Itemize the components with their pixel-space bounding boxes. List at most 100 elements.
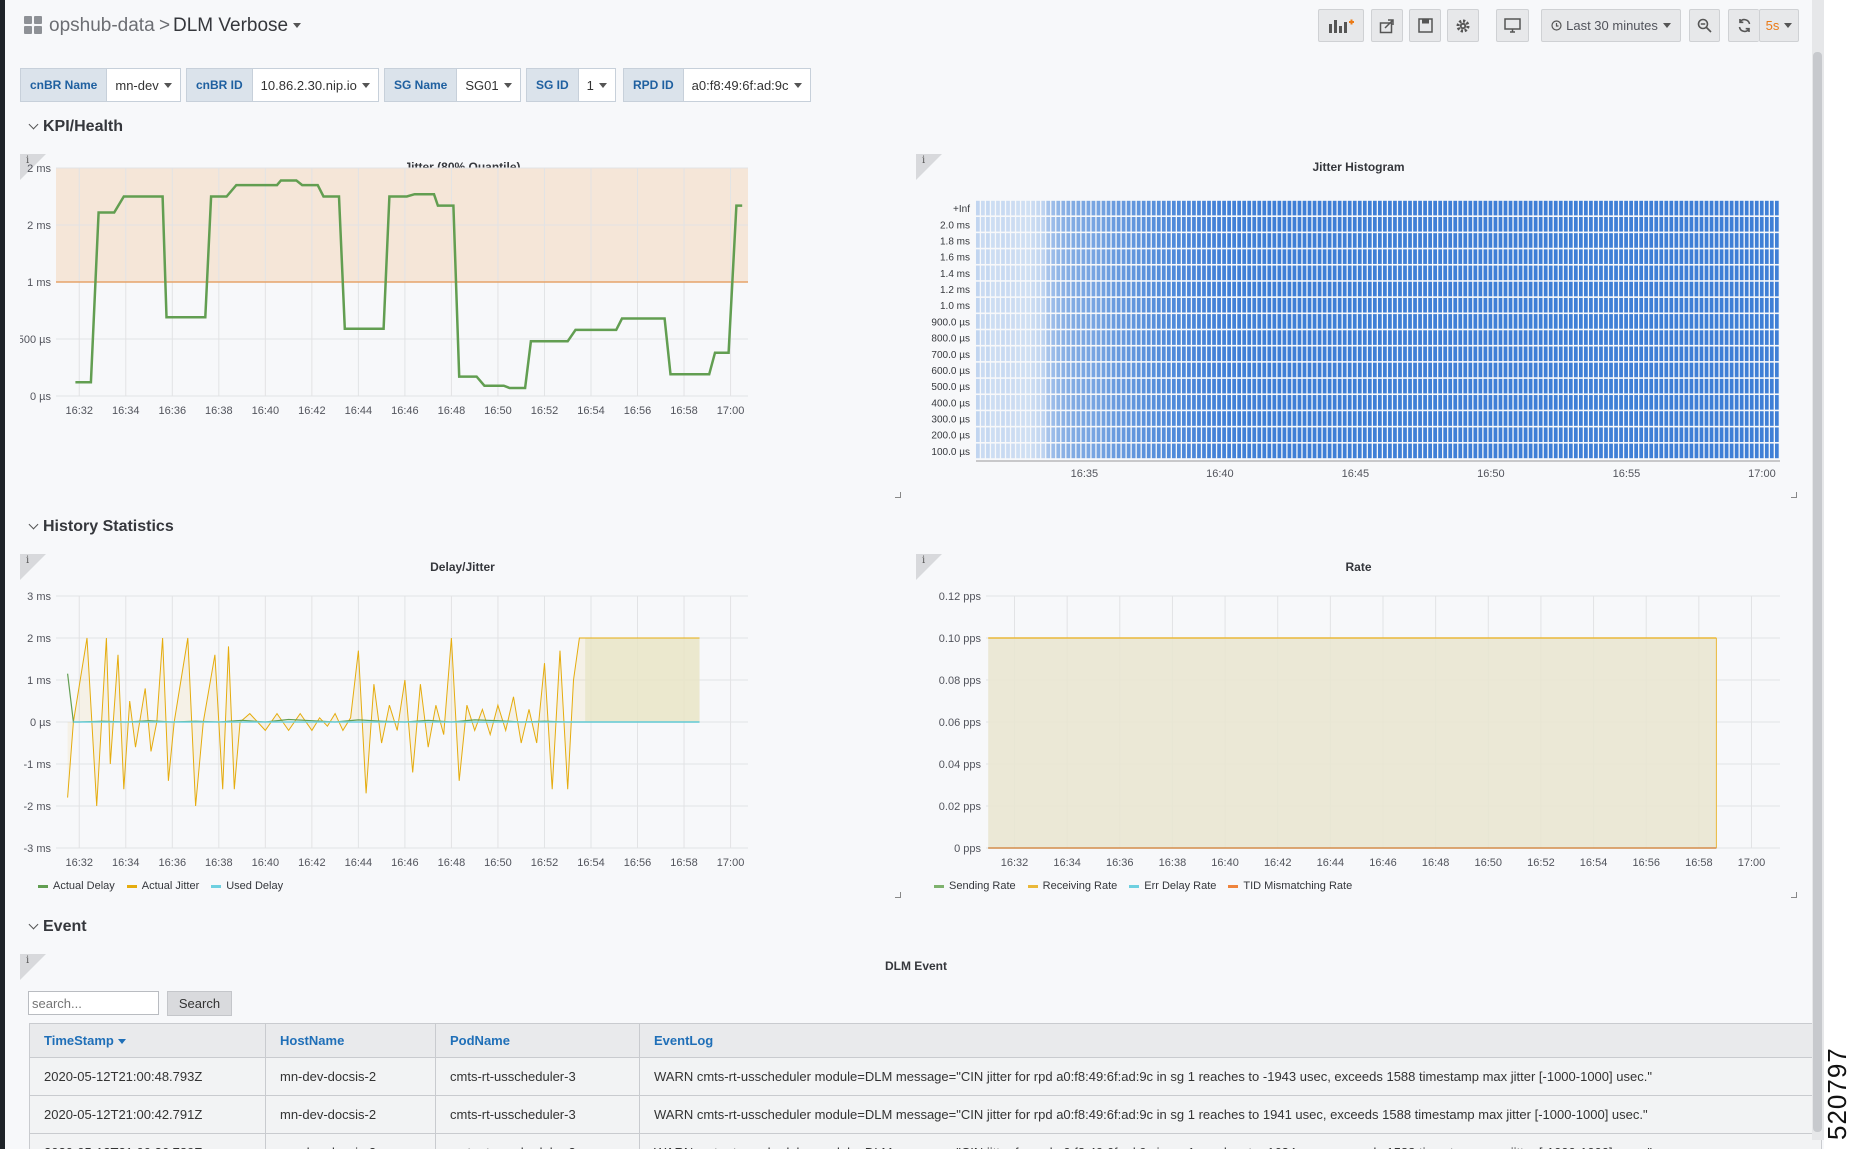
- resize-handle[interactable]: [895, 492, 901, 498]
- panel-title[interactable]: Rate: [1345, 560, 1372, 574]
- column-header-timestamp[interactable]: TimeStamp: [29, 1023, 266, 1058]
- x-tick-label: 16:52: [531, 857, 559, 869]
- heatmap-cell: [1156, 314, 1161, 329]
- heatmap-cell: [1101, 427, 1106, 443]
- heatmap-cell: [1006, 346, 1010, 362]
- search-button[interactable]: Search: [167, 991, 232, 1016]
- panel-title[interactable]: Jitter Histogram: [1312, 160, 1405, 174]
- column-header-podname[interactable]: PodName: [435, 1023, 640, 1058]
- heatmap-cell: [1187, 233, 1191, 248]
- heatmap-cell: [1589, 443, 1593, 459]
- heatmap-cell: [1177, 216, 1181, 232]
- share-button[interactable]: [1371, 9, 1403, 42]
- panel-info-corner[interactable]: i: [916, 154, 942, 180]
- column-header-eventlog[interactable]: EventLog: [639, 1023, 1822, 1058]
- event-search-input[interactable]: [28, 991, 159, 1015]
- panel-title[interactable]: DLM Event: [884, 959, 947, 973]
- variable-value-picker[interactable]: mn-dev: [107, 68, 181, 102]
- heatmap-cell: [1342, 216, 1347, 232]
- heatmap-cell: [1016, 378, 1020, 394]
- heatmap-cell: [1774, 265, 1779, 281]
- refresh-interval-picker[interactable]: 5s: [1759, 9, 1799, 42]
- resize-handle[interactable]: [1791, 492, 1797, 498]
- heatmap-cell: [996, 395, 1000, 410]
- heatmap-cell: [1378, 443, 1382, 459]
- heatmap-cell: [1337, 427, 1342, 443]
- heatmap-cell: [1287, 281, 1292, 297]
- heatmap-cell: [1227, 233, 1231, 248]
- legend-item[interactable]: TID Mismatching Rate: [1228, 880, 1352, 892]
- variable-rpd-id[interactable]: RPD ID a0:f8:49:6f:ad:9c: [623, 68, 811, 102]
- settings-button[interactable]: [1447, 9, 1479, 42]
- panel-info-corner[interactable]: i: [20, 154, 46, 180]
- breadcrumb-folder[interactable]: opshub-data: [49, 15, 155, 36]
- dashboard-title[interactable]: DLM Verbose: [173, 15, 302, 37]
- table-row[interactable]: 2020-05-12T21:00:42.791Z mn-dev-docsis-2…: [29, 1095, 1822, 1134]
- legend-item[interactable]: Sending Rate: [934, 880, 1016, 892]
- heatmap-cell: [1558, 427, 1563, 443]
- heatmap-cell: [986, 346, 990, 362]
- tv-mode-button[interactable]: [1496, 9, 1529, 42]
- heatmap-cell: [1689, 411, 1694, 426]
- heatmap-cell: [1031, 249, 1036, 264]
- resize-handle[interactable]: [895, 892, 901, 898]
- row-title-history[interactable]: History Statistics: [26, 518, 174, 536]
- variable-value-picker[interactable]: SG01: [457, 68, 521, 102]
- refresh-button[interactable]: [1728, 9, 1759, 42]
- x-tick-label: 16:58: [1685, 857, 1713, 869]
- legend-item[interactable]: Used Delay: [211, 880, 283, 892]
- heatmap-cell: [1116, 378, 1121, 394]
- heatmap-cell: [1523, 427, 1528, 443]
- heatmap-cell: [1699, 378, 1704, 394]
- heatmap-cell: [1362, 297, 1367, 313]
- panel-info-corner[interactable]: i: [916, 554, 942, 580]
- zoom-out-button[interactable]: [1689, 9, 1720, 42]
- heatmap-cell: [1322, 233, 1327, 248]
- page-scrollbar-thumb[interactable]: [1813, 52, 1822, 1132]
- heatmap-cell: [1579, 314, 1583, 329]
- variable-cnbr-id[interactable]: cnBR ID 10.86.2.30.nip.io: [186, 68, 379, 102]
- heatmap-cell: [1091, 281, 1096, 297]
- heatmap-cell: [1729, 265, 1734, 281]
- heatmap-cell: [1011, 427, 1015, 443]
- heatmap-cell: [1277, 346, 1282, 362]
- heatmap-cell: [1503, 216, 1508, 232]
- resize-handle[interactable]: [1791, 892, 1797, 898]
- panel-info-corner[interactable]: i: [20, 954, 46, 980]
- save-button[interactable]: [1409, 9, 1441, 42]
- heatmap-cell: [1594, 443, 1598, 459]
- heatmap-cell: [1111, 233, 1116, 248]
- variable-cnbr-name[interactable]: cnBR Name mn-dev: [20, 68, 181, 102]
- legend-item[interactable]: Err Delay Rate: [1129, 880, 1216, 892]
- heatmap-cell: [1458, 395, 1463, 410]
- variable-sg-id[interactable]: SG ID 1: [526, 68, 616, 102]
- table-row[interactable]: 2020-05-12T21:00:48.793Z mn-dev-docsis-2…: [29, 1057, 1822, 1096]
- heatmap-cell: [1362, 346, 1367, 362]
- time-picker-button[interactable]: Last 30 minutes: [1541, 9, 1681, 42]
- variable-value-picker[interactable]: a0:f8:49:6f:ad:9c: [683, 68, 811, 102]
- heatmap-cell: [1774, 427, 1779, 443]
- heatmap-cell: [1066, 233, 1071, 248]
- variable-value-picker[interactable]: 10.86.2.30.nip.io: [252, 68, 379, 102]
- row-title-kpi[interactable]: KPI/Health: [26, 118, 123, 136]
- heatmap-cell: [976, 346, 980, 362]
- heatmap-cell: [1488, 297, 1493, 313]
- heatmap-cell: [1282, 216, 1287, 232]
- add-panel-button[interactable]: [1318, 9, 1364, 42]
- heatmap-cell: [1634, 249, 1639, 264]
- panel-title[interactable]: Delay/Jitter: [430, 560, 495, 574]
- panel-info-corner[interactable]: i: [20, 554, 46, 580]
- heatmap-cell: [1714, 200, 1719, 216]
- legend-item[interactable]: Actual Jitter: [126, 880, 199, 892]
- legend-item[interactable]: Receiving Rate: [1027, 880, 1117, 892]
- dashboard-grid-icon[interactable]: [24, 16, 44, 36]
- column-header-hostname[interactable]: HostName: [265, 1023, 436, 1058]
- row-title-event[interactable]: Event: [26, 918, 87, 936]
- heatmap-cell: [1287, 427, 1292, 443]
- variable-sg-name[interactable]: SG Name SG01: [384, 68, 521, 102]
- heatmap-cell: [1438, 346, 1443, 362]
- legend-item[interactable]: Actual Delay: [38, 880, 115, 892]
- heatmap-cell: [1352, 378, 1357, 394]
- variable-value-picker[interactable]: 1: [578, 68, 616, 102]
- table-row[interactable]: 2020-05-12T21:00:36.789Z mn-dev-docsis-2…: [29, 1133, 1822, 1149]
